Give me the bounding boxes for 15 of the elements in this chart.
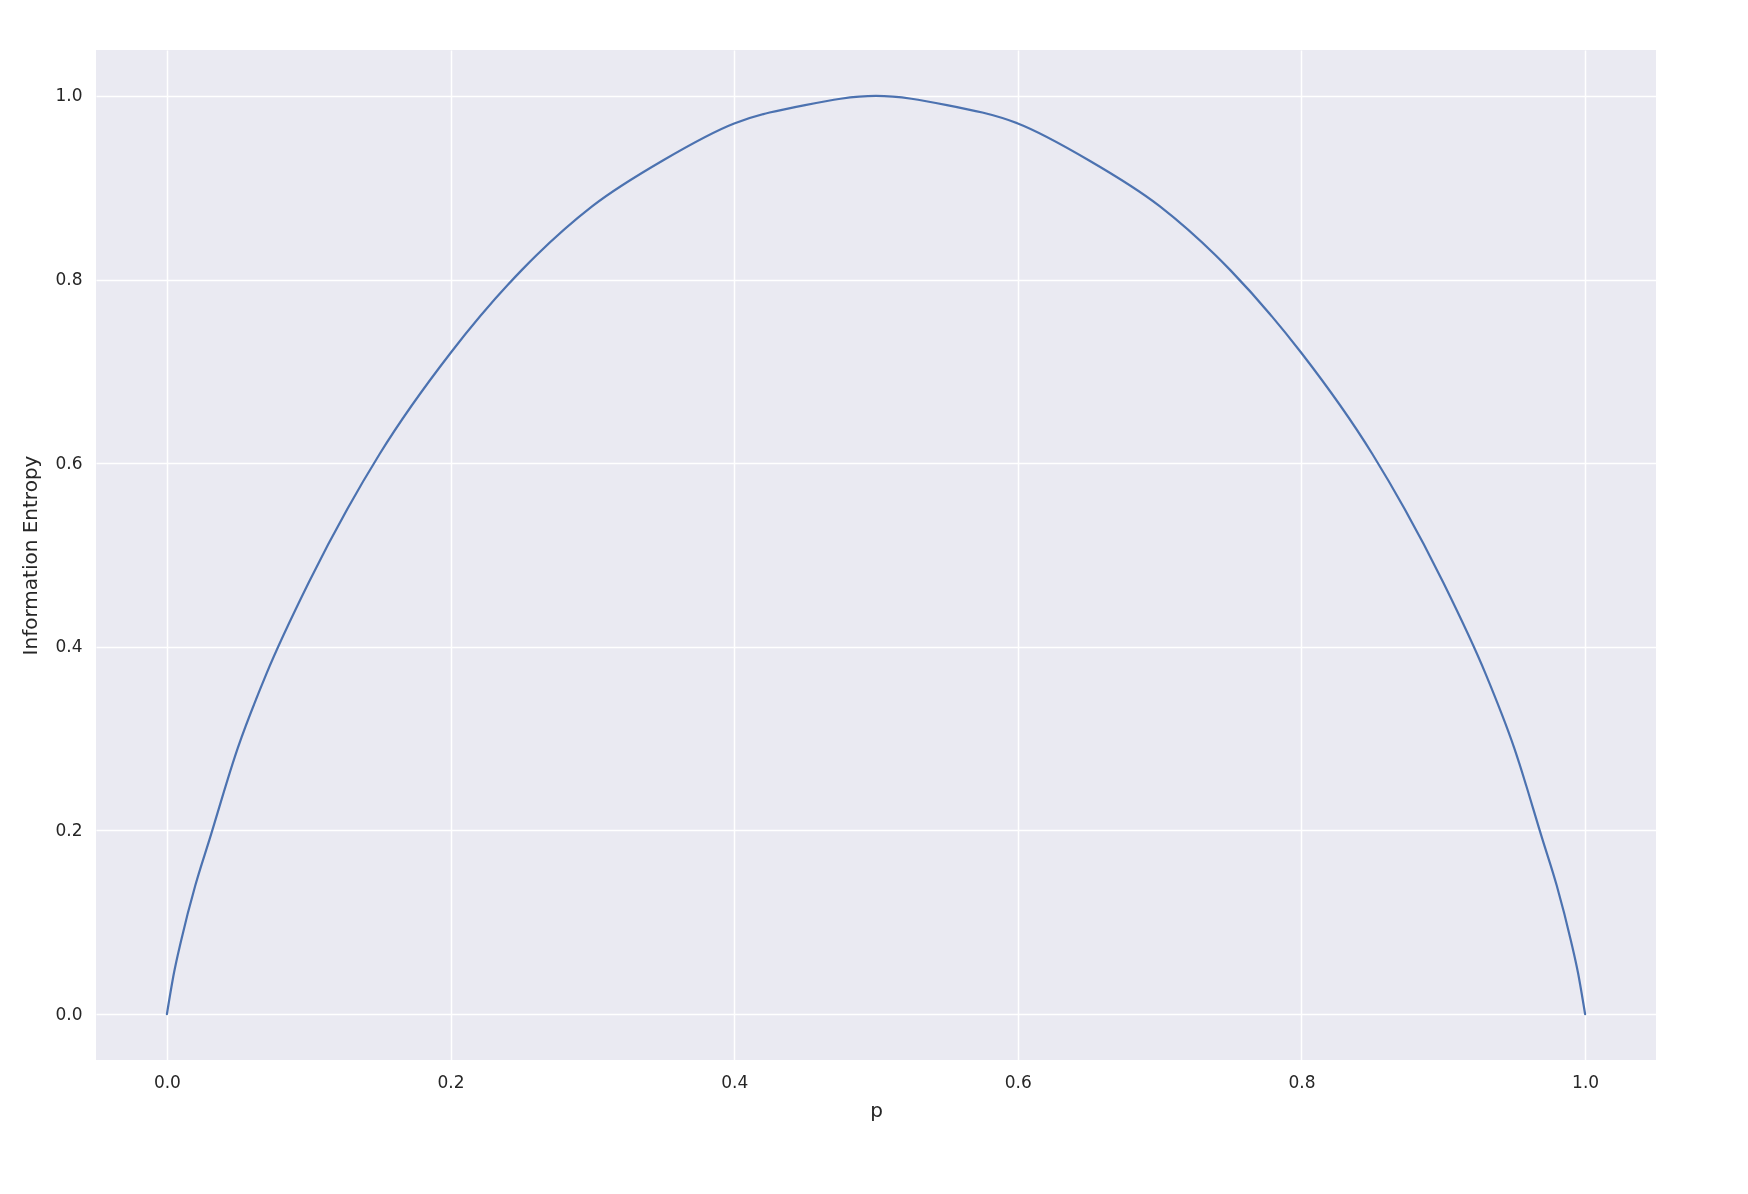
x-axis-title: p — [870, 1097, 883, 1122]
y-tick-label: 0.0 — [55, 1003, 83, 1024]
y-axis-title: Information Entropy — [18, 455, 43, 656]
x-tick-label: 0.2 — [437, 1071, 465, 1092]
y-tick-label: 1.0 — [55, 85, 83, 106]
line-series — [165, 94, 1587, 1016]
x-tick-label: 0.0 — [153, 1071, 181, 1092]
x-tick-label: 0.4 — [721, 1071, 749, 1092]
x-tick-label: 0.6 — [1004, 1071, 1032, 1092]
y-tick-label: 0.4 — [55, 636, 83, 657]
y-tick-label: 0.2 — [55, 819, 83, 840]
y-tick-label: 0.8 — [55, 269, 83, 290]
x-tick-label: 0.8 — [1288, 1071, 1316, 1092]
x-tick-label: 1.0 — [1572, 1071, 1600, 1092]
y-tick-label: 0.6 — [55, 452, 83, 473]
